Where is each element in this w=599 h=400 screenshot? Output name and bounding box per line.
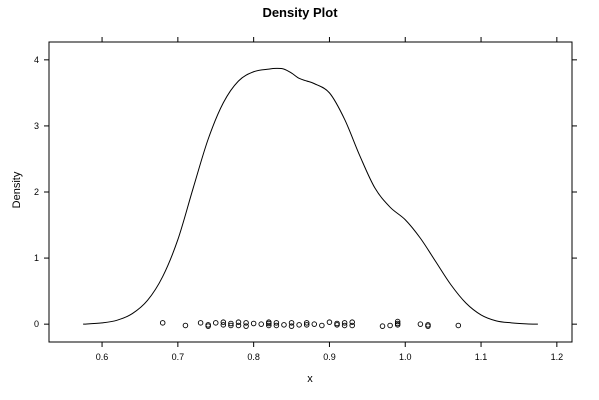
rug-points-group — [159, 318, 462, 329]
data-point — [349, 322, 355, 329]
y-tick-label: 1 — [34, 253, 39, 263]
data-point — [417, 321, 424, 327]
data-point — [266, 322, 272, 329]
data-point — [394, 322, 401, 328]
data-point — [159, 320, 166, 326]
data-point — [258, 321, 264, 327]
y-tick-label: 4 — [34, 55, 39, 65]
data-point — [425, 323, 431, 329]
data-point — [235, 319, 242, 325]
data-point — [243, 320, 249, 326]
data-point — [266, 320, 272, 327]
chart-title: Density Plot — [262, 5, 338, 20]
data-point — [387, 322, 393, 329]
y-tick-label: 0 — [34, 319, 39, 329]
x-tick-label: 1.1 — [475, 352, 488, 362]
data-point — [341, 322, 348, 329]
data-point — [341, 320, 348, 326]
axis-ticks-group — [44, 37, 577, 347]
data-point — [288, 323, 295, 329]
data-point — [326, 319, 333, 325]
data-point — [235, 322, 242, 329]
data-point — [220, 319, 227, 325]
data-point — [303, 320, 310, 326]
data-point — [319, 322, 325, 329]
data-point — [349, 319, 355, 325]
data-point — [228, 320, 234, 327]
data-point — [455, 322, 462, 329]
x-tick-label: 1.0 — [399, 352, 412, 362]
data-point — [228, 322, 234, 329]
x-tick-label: 0.8 — [247, 352, 260, 362]
x-axis-label: x — [307, 373, 313, 385]
plot-frame-group — [48, 41, 573, 343]
data-point — [213, 320, 219, 326]
data-point — [281, 322, 287, 328]
data-point — [182, 322, 189, 329]
density-curve-group — [83, 67, 538, 325]
y-tick-label: 3 — [34, 121, 39, 131]
density-curve-line — [83, 67, 538, 325]
x-tick-label: 0.9 — [323, 352, 336, 362]
plot-frame — [48, 41, 573, 343]
data-point — [273, 320, 280, 326]
y-axis-label: Density — [11, 171, 23, 208]
data-point — [303, 322, 310, 328]
data-point — [273, 322, 280, 329]
tick-labels-group: 0.6 0.7 0.8 0.9 1.0 1.1 1.2 0 1 2 3 4 — [34, 55, 563, 362]
x-tick-label: 0.7 — [172, 352, 185, 362]
data-point — [243, 323, 249, 329]
data-point — [288, 320, 295, 326]
x-tick-label: 0.6 — [96, 352, 109, 362]
x-tick-label: 1.2 — [551, 352, 564, 362]
data-point — [250, 320, 257, 327]
data-point — [220, 322, 227, 328]
y-tick-label: 2 — [34, 187, 39, 197]
data-point — [311, 321, 318, 327]
data-point — [379, 323, 386, 329]
data-point — [394, 318, 401, 325]
data-point — [334, 322, 340, 328]
data-point — [205, 323, 211, 329]
data-point — [197, 320, 204, 326]
data-point — [296, 322, 302, 328]
